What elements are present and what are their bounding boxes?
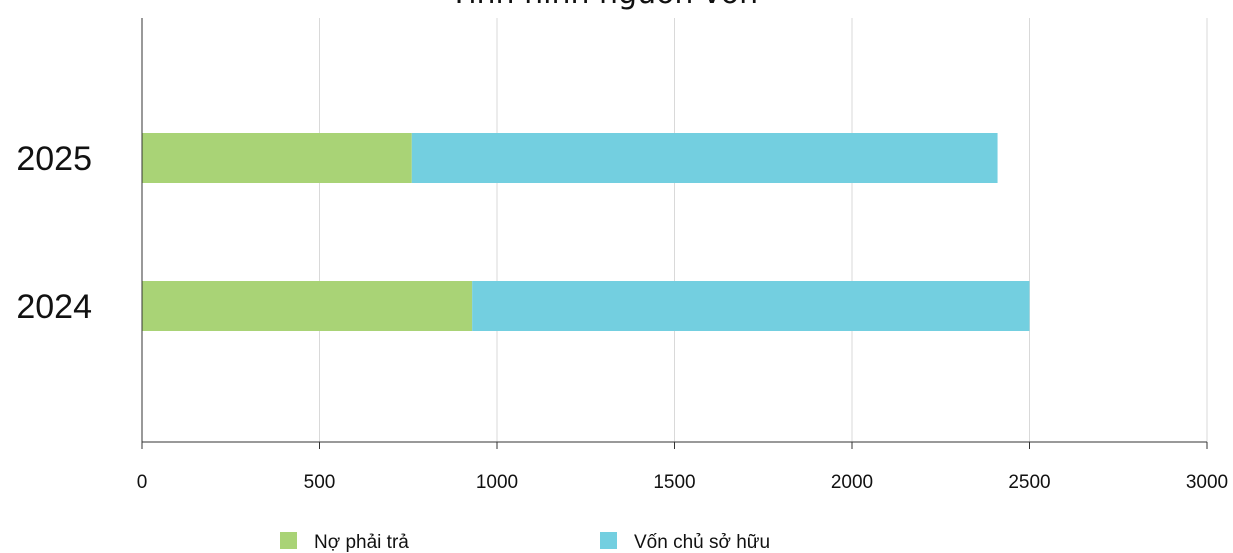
- legend-label-1: Vốn chủ sở hữu: [634, 532, 770, 553]
- x-tick-label: 0: [137, 472, 148, 493]
- category-label-2025: 2025: [16, 140, 92, 178]
- bar-2025-series-1: [411, 133, 998, 183]
- legend: Nợ phải trả Vốn chủ sở hữu: [280, 532, 770, 553]
- x-tick-label: 2000: [831, 472, 873, 493]
- axes: [141, 18, 1208, 449]
- bar-2024-series-0: [142, 281, 473, 331]
- x-tick-label: 2500: [1008, 472, 1050, 493]
- bar-2025-series-0: [142, 133, 412, 183]
- x-tick-label: 500: [304, 472, 336, 493]
- gridlines: [319, 18, 1208, 442]
- x-tick-label: 1000: [476, 472, 518, 493]
- chart-title: Tình hình nguồn vốn: [449, 0, 758, 11]
- category-label-2024: 2024: [16, 288, 92, 326]
- category-labels: 2025 2024: [16, 140, 92, 326]
- bar-2024-series-1: [472, 281, 1030, 331]
- x-tick-label: 3000: [1186, 472, 1228, 493]
- x-tick-labels: 0 500 1000 1500 2000 2500 3000: [137, 472, 1228, 493]
- x-tick-label: 1500: [653, 472, 695, 493]
- legend-swatch-1: [600, 532, 617, 549]
- legend-label-0: Nợ phải trả: [314, 532, 409, 553]
- legend-swatch-0: [280, 532, 297, 549]
- bars: [142, 133, 1030, 331]
